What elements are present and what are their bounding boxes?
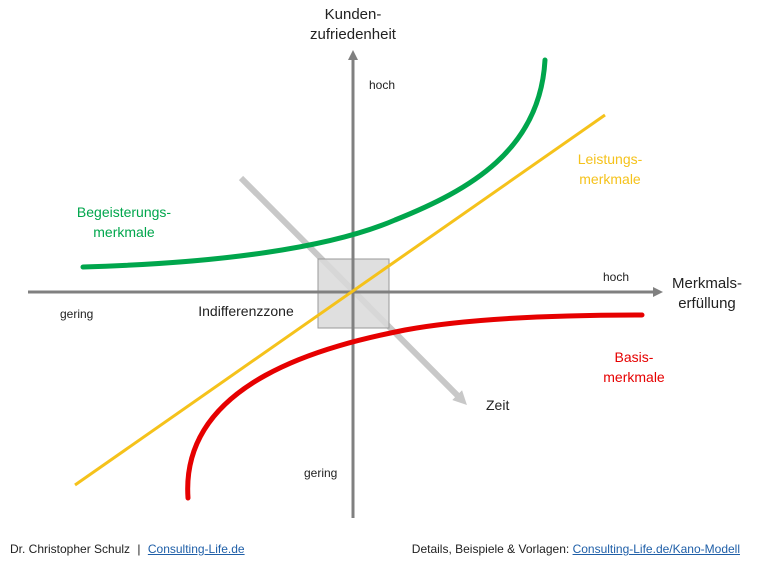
time-label: Zeit	[486, 397, 509, 413]
x-axis-low-label: gering	[60, 307, 93, 321]
excitement-label-line2: merkmale	[93, 224, 155, 240]
footer-right: Details, Beispiele & Vorlagen: Consultin…	[412, 542, 740, 556]
basic-label-line1: Basis-	[615, 349, 654, 365]
performance-label-line2: merkmale	[579, 171, 641, 187]
y-axis-high-label: hoch	[369, 78, 395, 92]
x-axis-high-label: hoch	[603, 270, 629, 284]
excitement-label-line1: Begeisterungs-	[77, 204, 172, 220]
basic-curve	[185, 312, 645, 501]
basic-label-line2: merkmale	[603, 369, 665, 385]
performance-line	[74, 113, 606, 487]
excitement-curve	[80, 57, 548, 270]
y-axis-low-label: gering	[304, 466, 337, 480]
author-name: Dr. Christopher Schulz	[10, 542, 131, 556]
details-text: Details, Beispiele & Vorlagen:	[411, 542, 570, 556]
y-axis-title-line2: zufriedenheit	[310, 26, 397, 43]
x-axis-title-line2: erfüllung	[678, 295, 736, 312]
footer-left: Dr. Christopher Schulz | Consulting-Life…	[10, 542, 245, 556]
x-axis-title-line1: Merkmals-	[672, 275, 742, 292]
footer: Dr. Christopher Schulz | Consulting-Life…	[0, 542, 768, 562]
y-axis-title-line1: Kunden-	[325, 6, 382, 23]
consulting-life-link[interactable]: Consulting-Life.de	[147, 542, 245, 556]
kano-model-link[interactable]: Consulting-Life.de/Kano-Modell	[572, 542, 740, 556]
indifference-zone-label: Indifferenzzone	[198, 303, 294, 319]
performance-label-line1: Leistungs-	[578, 151, 643, 167]
footer-separator: |	[137, 542, 141, 556]
